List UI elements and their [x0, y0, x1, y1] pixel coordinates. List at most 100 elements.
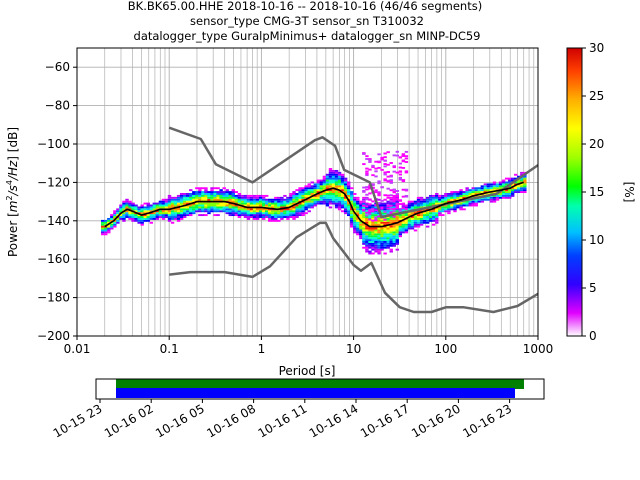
heatmap-cell — [523, 175, 527, 178]
heatmap-cell — [195, 206, 199, 209]
heatmap-cell — [371, 233, 375, 236]
heatmap-cell — [404, 214, 409, 217]
heatmap-cell — [316, 187, 321, 190]
heatmap-cell — [167, 204, 172, 207]
heatmap-cell — [510, 191, 515, 193]
heatmap-cell — [353, 208, 357, 211]
heatmap-cell — [213, 196, 217, 199]
heatmap-cell — [471, 191, 475, 193]
heatmap-cell — [374, 214, 378, 217]
heatmap-cell — [268, 219, 272, 222]
heatmap-cell — [386, 235, 390, 238]
heatmap-cell — [307, 185, 311, 188]
heatmap-cell — [237, 198, 242, 201]
heatmap-cell — [301, 212, 305, 215]
heatmap-cell — [377, 237, 381, 240]
heatmap-cell — [353, 219, 357, 222]
heatmap-cell — [432, 210, 436, 213]
heatmap-cell — [428, 214, 433, 217]
heatmap-cell — [289, 196, 293, 199]
heatmap-cell — [450, 194, 454, 197]
heatmap-cell — [322, 202, 327, 205]
heatmap-cell — [228, 200, 232, 203]
heatmap-cell — [407, 208, 412, 211]
heatmap-cell — [350, 194, 354, 197]
heatmap-cell — [213, 206, 217, 209]
heatmap-cell — [474, 193, 478, 195]
heatmap-cell — [514, 177, 518, 180]
heatmap-cell — [246, 200, 251, 203]
heatmap-cell — [234, 200, 239, 203]
heatmap-cell — [447, 193, 451, 195]
heatmap-cell — [137, 221, 141, 224]
heatmap-cell — [228, 206, 232, 209]
heatmap-cell — [428, 217, 433, 220]
heatmap-cell — [353, 204, 357, 207]
heatmap-cell — [356, 229, 360, 232]
heatmap-cell — [219, 208, 223, 211]
heatmap-cell — [489, 200, 494, 203]
heatmap-cell — [222, 198, 226, 201]
heatmap-cell — [398, 173, 403, 176]
heatmap-cell — [271, 217, 275, 220]
heatmap-cell — [407, 200, 412, 203]
heatmap-cell — [368, 239, 372, 241]
x-tick-label: 1 — [258, 342, 266, 356]
heatmap-cell — [392, 202, 396, 205]
heatmap-cell — [374, 170, 378, 173]
heatmap-cell — [316, 189, 321, 192]
heatmap-cell — [319, 185, 324, 188]
heatmap-cell — [404, 229, 409, 232]
timeline-tick-label: 10-16 14 — [307, 401, 361, 440]
heatmap-cell — [340, 183, 345, 186]
heatmap-cell — [268, 216, 272, 218]
heatmap-cell — [283, 202, 287, 205]
heatmap-cell — [343, 210, 348, 213]
heatmap-cell — [380, 235, 384, 238]
heatmap-cell — [350, 198, 354, 201]
heatmap-cell — [383, 204, 387, 207]
heatmap-cell — [243, 198, 248, 201]
heatmap-cell — [392, 241, 396, 243]
heatmap-cell — [246, 196, 251, 199]
heatmap-cell — [264, 204, 269, 207]
heatmap-cell — [255, 194, 260, 197]
heatmap-cell — [258, 216, 263, 218]
heatmap-cell — [237, 206, 242, 209]
heatmap-cell — [365, 225, 369, 228]
heatmap-cell — [310, 191, 314, 193]
heatmap-cell — [422, 202, 427, 205]
heatmap-cell — [186, 210, 190, 213]
heatmap-cell — [413, 223, 418, 226]
heatmap-cell — [237, 212, 242, 215]
heatmap-cell — [328, 179, 333, 182]
heatmap-cell — [401, 159, 406, 162]
heatmap-cell — [328, 169, 333, 172]
heatmap-cell — [198, 198, 202, 201]
heatmap-cell — [246, 208, 251, 211]
heatmap-cell — [462, 191, 466, 193]
heatmap-cell — [295, 198, 299, 201]
heatmap-cell — [380, 231, 384, 234]
heatmap-cell — [353, 225, 357, 228]
heatmap-cell — [350, 221, 354, 224]
heatmap-cell — [343, 183, 348, 186]
heatmap-cell — [395, 219, 399, 222]
heatmap-cell — [225, 193, 229, 195]
heatmap-cell — [386, 151, 390, 154]
heatmap-cell — [201, 198, 205, 201]
heatmap-cell — [143, 214, 147, 217]
heatmap-cell — [128, 217, 132, 220]
heatmap-cell — [374, 217, 378, 220]
heatmap-cell — [331, 179, 336, 182]
heatmap-cell — [274, 214, 278, 217]
heatmap-cell — [198, 189, 202, 192]
heatmap-cell — [255, 214, 260, 217]
heatmap-cell — [453, 191, 457, 193]
heatmap-cell — [176, 194, 181, 197]
heatmap-cell — [137, 214, 141, 217]
heatmap-cell — [468, 204, 472, 207]
heatmap-cell — [495, 198, 500, 201]
heatmap-cell — [410, 217, 415, 220]
heatmap-cell — [498, 193, 503, 195]
